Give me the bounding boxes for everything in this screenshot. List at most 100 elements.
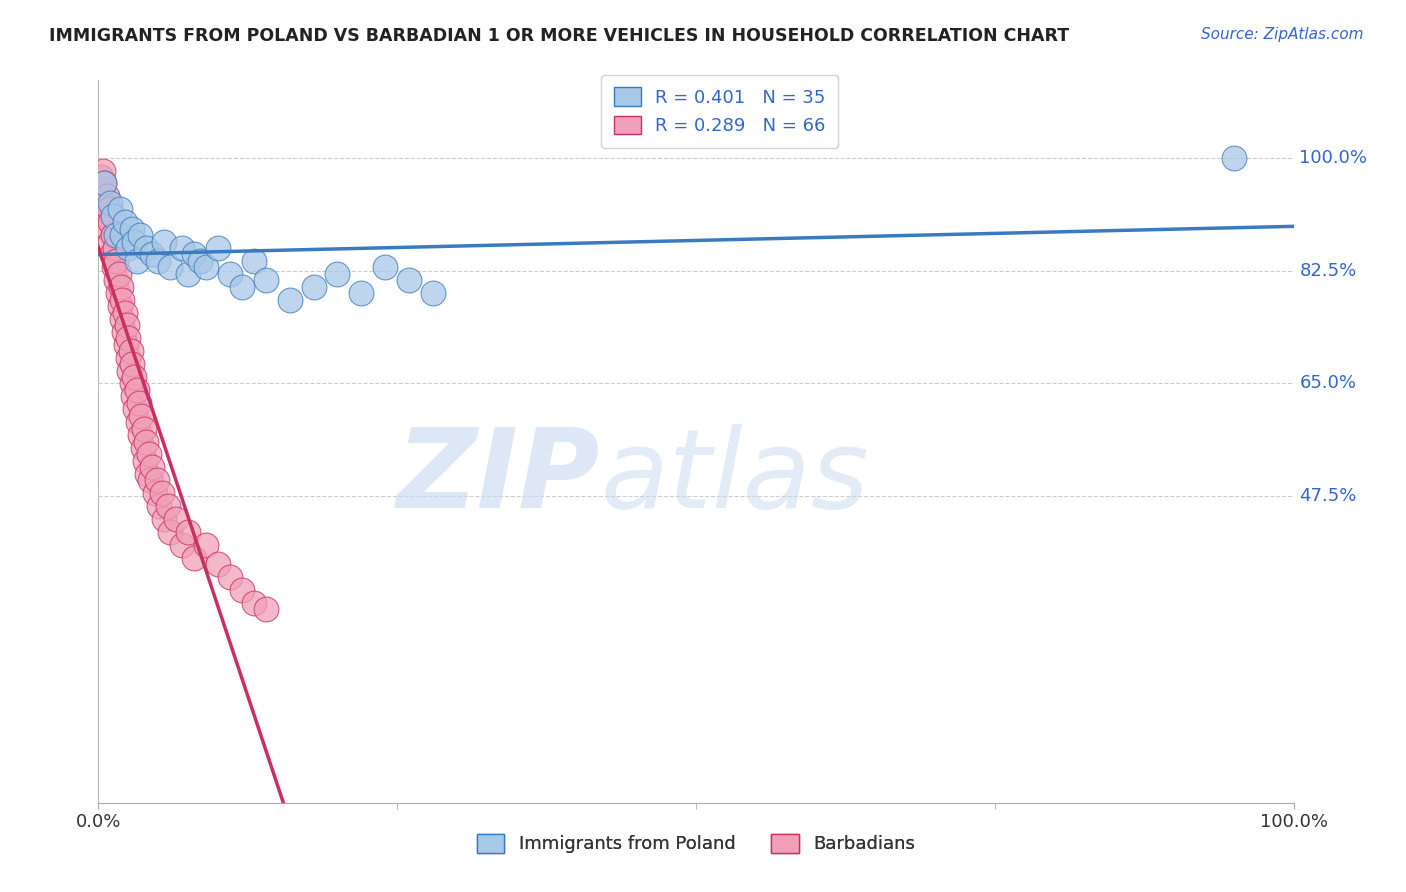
Point [115,338,138,352]
Point [111,228,134,243]
Point [124,402,146,417]
Point [98,202,121,217]
Point [188,254,211,268]
Text: 82.5%: 82.5% [1299,261,1357,279]
Point [207,241,229,255]
Point [125,383,148,397]
Point [108,299,131,313]
Point [91,163,114,178]
Point [128,396,150,410]
Point [172,241,194,255]
Text: atlas: atlas [600,425,869,531]
Legend: Immigrants from Poland, Barbadians: Immigrants from Poland, Barbadians [464,822,928,866]
Text: 100.0%: 100.0% [1299,149,1368,167]
Point [326,267,349,281]
Point [422,286,444,301]
Text: Source: ZipAtlas.com: Source: ZipAtlas.com [1201,27,1364,42]
Point [177,267,200,281]
Text: 65.0%: 65.0% [1299,375,1357,392]
Point [153,235,176,249]
Point [91,183,114,197]
Point [111,293,134,307]
Point [141,247,163,261]
Point [111,312,134,326]
Point [117,331,139,345]
Point [121,376,143,391]
Point [131,409,153,423]
Point [398,273,420,287]
Point [177,524,200,539]
Point [131,441,153,455]
Point [98,195,122,210]
Point [97,221,120,235]
Point [100,247,122,261]
Point [125,254,148,268]
Point [121,221,143,235]
Point [172,538,194,552]
Point [94,209,117,223]
Point [98,215,122,229]
Point [148,254,170,268]
Point [195,260,218,275]
Point [117,351,139,365]
Point [132,422,155,436]
Point [135,241,157,255]
Point [165,512,187,526]
Point [254,273,277,287]
Point [101,209,124,223]
Point [93,177,115,191]
Point [129,228,152,243]
Point [159,524,181,539]
Point [103,260,125,275]
Point [153,512,176,526]
Point [135,434,157,449]
Point [120,344,142,359]
Point [183,550,205,565]
Point [183,247,205,261]
Point [143,486,166,500]
Point [159,260,181,275]
Point [93,177,115,191]
Point [139,473,162,487]
Point [141,460,163,475]
Point [105,228,128,243]
Text: ZIP: ZIP [396,425,600,531]
Point [112,325,135,339]
Point [124,370,146,384]
Point [121,357,143,371]
Point [231,279,253,293]
Point [114,215,136,229]
Point [118,363,141,377]
Text: IMMIGRANTS FROM POLAND VS BARBADIAN 1 OR MORE VEHICLES IN HOUSEHOLD CORRELATION : IMMIGRANTS FROM POLAND VS BARBADIAN 1 OR… [49,27,1070,45]
Point [1223,151,1246,165]
Point [374,260,396,275]
Point [122,389,145,403]
Point [115,318,138,333]
Point [124,235,146,249]
Point [134,454,156,468]
Point [350,286,373,301]
Point [156,499,179,513]
Point [101,228,124,243]
Point [136,467,159,481]
Point [138,447,160,461]
Point [127,415,149,429]
Point [107,286,129,301]
Point [146,473,169,487]
Point [231,582,253,597]
Point [105,273,128,287]
Text: 47.5%: 47.5% [1299,487,1357,506]
Point [110,279,132,293]
Point [114,305,136,319]
Point [93,195,115,210]
Point [254,602,277,616]
Point [278,293,301,307]
Point [96,189,118,203]
Point [98,235,122,249]
Point [207,557,229,571]
Point [219,570,242,584]
Point [195,538,218,552]
Point [90,169,112,184]
Point [129,428,152,442]
Point [219,267,242,281]
